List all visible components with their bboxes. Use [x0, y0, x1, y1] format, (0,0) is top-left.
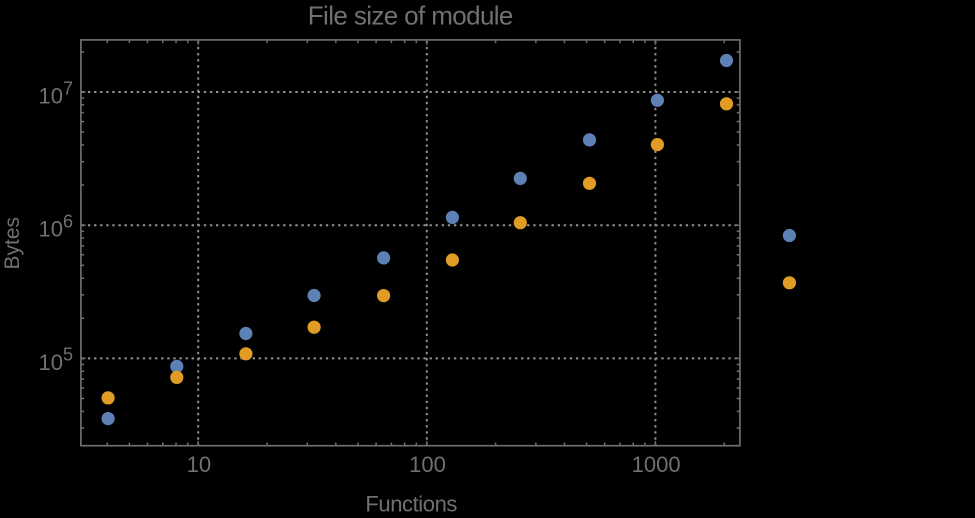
svg-text:10: 10: [39, 84, 63, 109]
svg-text:10: 10: [39, 350, 63, 375]
svg-text:Functions: Functions: [365, 491, 457, 513]
svg-text:7: 7: [63, 78, 73, 98]
svg-text:1000: 1000: [632, 452, 681, 477]
svg-text:10: 10: [187, 452, 211, 477]
svg-text:10: 10: [39, 217, 63, 242]
svg-text:6: 6: [63, 212, 73, 232]
svg-text:5: 5: [63, 345, 73, 365]
svg-text:Bytes: Bytes: [1, 217, 24, 270]
svg-text:100: 100: [409, 452, 446, 477]
svg-text:File size of module: File size of module: [308, 0, 513, 30]
